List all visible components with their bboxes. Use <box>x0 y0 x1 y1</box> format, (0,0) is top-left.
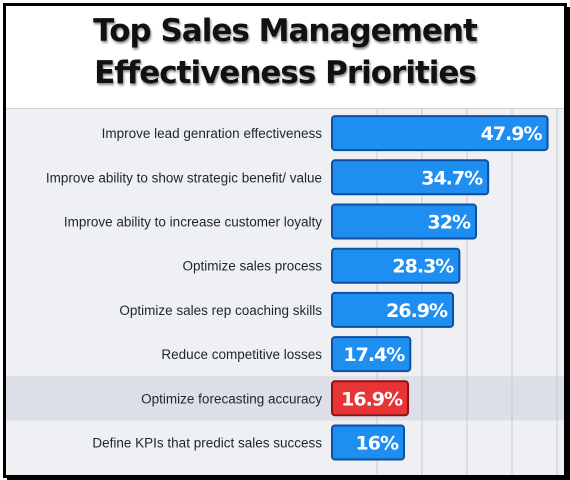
bar <box>331 247 461 284</box>
chart-title-line-2: Effectiveness Priorities <box>94 55 477 91</box>
bar <box>331 203 477 240</box>
value-label: 17.4% <box>343 344 405 366</box>
category-label: Improve ability to show strategic benefi… <box>46 170 322 185</box>
plot-area: Improve lead genration effectiveness 47.9… <box>6 108 564 475</box>
highlight-row-band <box>6 376 564 421</box>
value-label: 28.3% <box>392 256 454 278</box>
chart-frame: Top Sales Management Effectiveness Prior… <box>3 3 567 478</box>
bar <box>331 291 455 328</box>
bar <box>331 336 412 373</box>
bar <box>331 159 490 196</box>
value-label: 32% <box>428 212 471 234</box>
bar <box>331 424 405 461</box>
bar <box>331 380 410 417</box>
category-label: Improve lead genration effectiveness <box>102 126 323 141</box>
value-label: 16% <box>356 433 399 455</box>
value-label: 16.9% <box>341 388 403 410</box>
value-label: 34.7% <box>421 167 483 189</box>
bar <box>331 115 549 152</box>
category-label: Improve ability to increase customer loy… <box>64 215 322 230</box>
category-label: Optimize sales rep coaching skills <box>119 303 322 318</box>
bar-chart: Improve lead genration effectiveness 47.9… <box>6 109 564 475</box>
category-label: Define KPIs that predict sales success <box>92 436 322 451</box>
chart-title-line-1: Top Sales Management <box>93 13 478 49</box>
value-label: 26.9% <box>386 300 448 322</box>
category-label: Optimize sales process <box>182 259 322 274</box>
value-label: 47.9% <box>481 123 543 145</box>
category-label: Optimize forecasting accuracy <box>141 391 322 406</box>
category-label: Reduce competitive losses <box>161 347 322 362</box>
chart-title: Top Sales Management Effectiveness Prior… <box>6 10 564 94</box>
